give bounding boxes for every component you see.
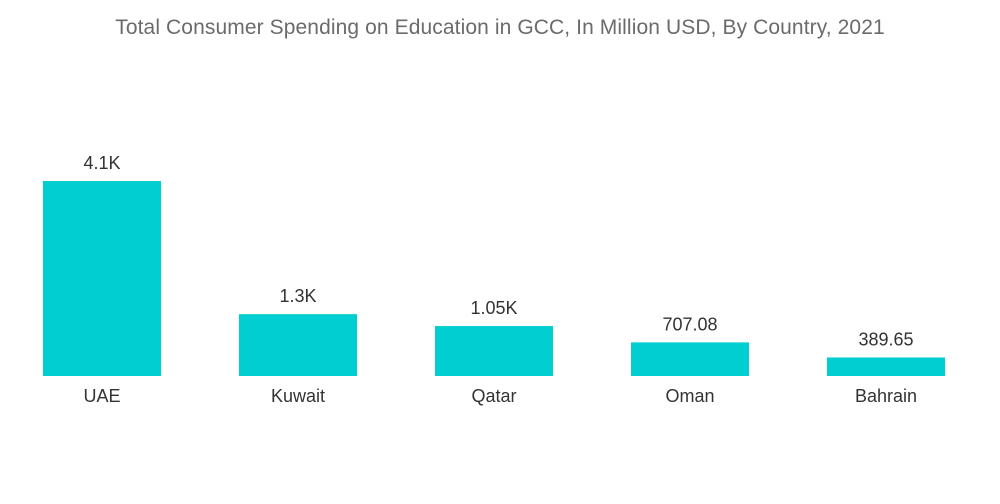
value-label-kuwait: 1.3K [279,286,316,306]
category-label-oman: Oman [665,386,714,406]
category-label-uae: UAE [83,386,120,406]
value-label-uae: 4.1K [83,153,120,173]
category-label-qatar: Qatar [471,386,516,406]
category-label-kuwait: Kuwait [271,386,325,406]
category-labels-group: UAE Kuwait Qatar Oman Bahrain [83,386,917,406]
value-labels-group: 4.1K 1.3K 1.05K 707.08 389.65 [83,153,913,349]
bar-bahrain [827,357,945,376]
bar-uae [43,181,161,376]
chart-title: Total Consumer Spending on Education in … [115,16,885,39]
bar-kuwait [239,314,357,376]
value-label-bahrain: 389.65 [858,329,913,349]
bar-oman [631,342,749,376]
bar-qatar [435,326,553,376]
value-label-oman: 707.08 [662,314,717,334]
value-label-qatar: 1.05K [470,298,517,318]
bars-group [43,181,945,376]
category-label-bahrain: Bahrain [855,386,917,406]
